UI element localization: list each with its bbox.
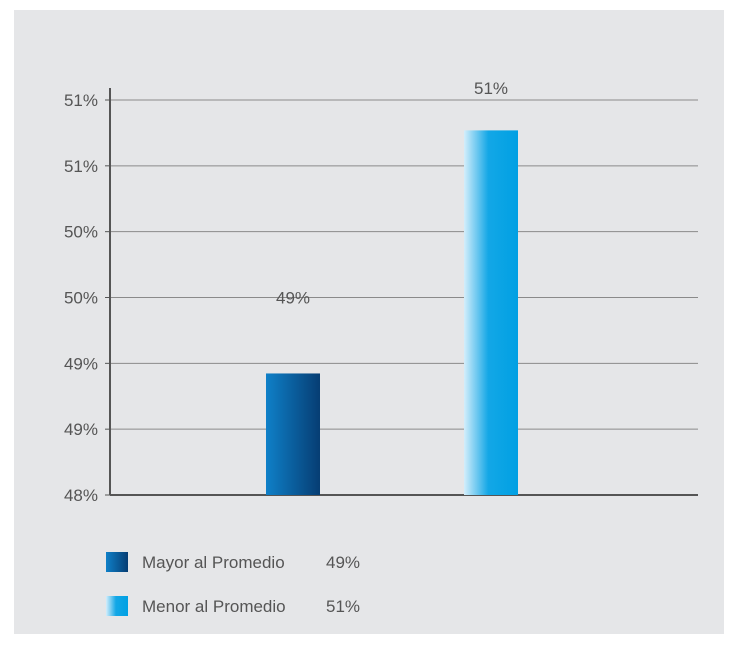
- bar: [266, 373, 320, 495]
- legend: Mayor al Promedio 49% Menor al Promedio 51%: [106, 552, 360, 616]
- legend-value: 51%: [326, 597, 360, 616]
- axes: [105, 88, 698, 496]
- legend-swatch: [106, 552, 128, 572]
- data-label: 51%: [474, 79, 508, 98]
- data-label: 49%: [276, 288, 310, 307]
- chart-panel: [14, 10, 724, 634]
- gridlines: [110, 99, 698, 430]
- y-tick-label: 48%: [64, 486, 98, 505]
- y-tick-label: 51%: [64, 157, 98, 176]
- legend-label: Menor al Promedio: [142, 597, 286, 616]
- y-tick-labels: 48% 49% 49% 50% 50% 51% 51%: [64, 91, 98, 505]
- y-tick-label: 50%: [64, 289, 98, 308]
- y-tick-label: 50%: [64, 223, 98, 242]
- data-labels: 49% 51%: [276, 79, 508, 307]
- bars: [266, 130, 518, 495]
- y-tick-label: 49%: [64, 420, 98, 439]
- y-tick-label: 49%: [64, 354, 98, 373]
- legend-value: 49%: [326, 553, 360, 572]
- legend-swatch: [106, 596, 128, 616]
- bar: [464, 130, 518, 495]
- legend-label: Mayor al Promedio: [142, 553, 285, 572]
- y-tick-label: 51%: [64, 91, 98, 110]
